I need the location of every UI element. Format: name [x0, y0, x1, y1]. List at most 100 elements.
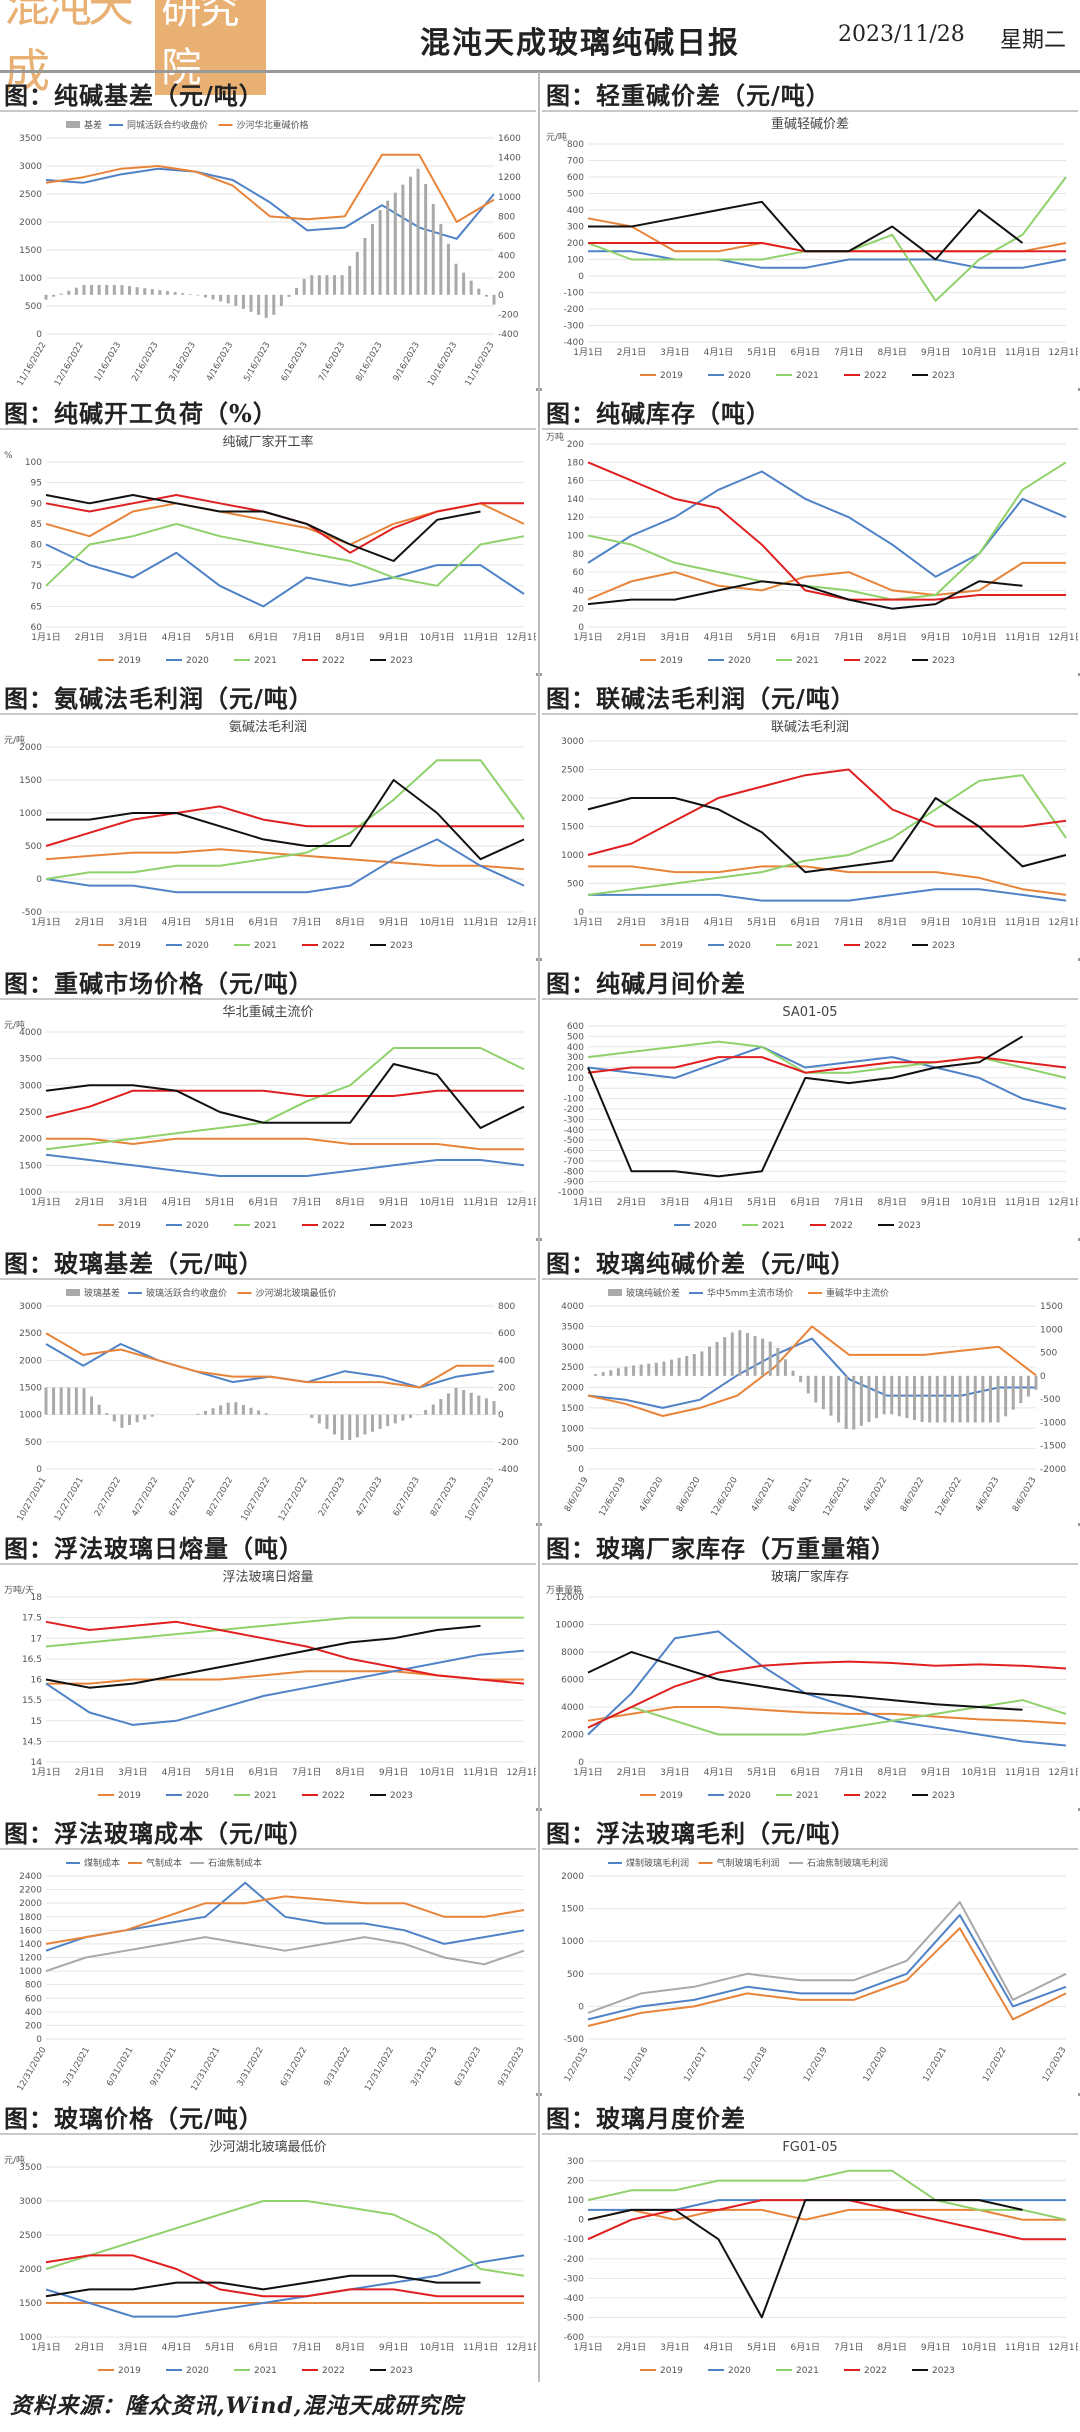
y-tick-label: 180 — [567, 458, 584, 468]
bar-mark — [158, 290, 162, 295]
bar-mark — [226, 1402, 230, 1415]
section-title: 图：浮法玻璃毛利（元/吨） — [546, 1819, 856, 1848]
bar-mark — [424, 184, 428, 295]
bar-mark — [52, 1387, 56, 1415]
legend-label: 2023 — [932, 371, 955, 381]
x-tick-label: 3月1日 — [118, 1767, 147, 1778]
x-tick-label: 1/2/2018 — [742, 2046, 770, 2084]
y-tick-label: 1400 — [19, 1940, 42, 1950]
bar-mark — [814, 1375, 818, 1403]
chart-title: SA01-05 — [782, 1005, 837, 1020]
legend-label: 2020 — [186, 656, 209, 666]
x-tick-label: 2/16/2023 — [130, 341, 160, 384]
x-tick-label: 11月1日 — [463, 632, 498, 643]
section-title: 图：玻璃厂家库存（万重量箱） — [546, 1534, 896, 1563]
legend-label: 玻璃活跃合约收盘价 — [146, 1287, 227, 1299]
section-title: 图：浮法玻璃成本（元/吨） — [4, 1819, 314, 1848]
y-tick-label: 200 — [567, 2177, 584, 2187]
chart-title: 重碱轻碱价差 — [771, 116, 849, 132]
y-tick-label: 1000 — [19, 274, 42, 284]
x-tick-label: 7/16/2023 — [317, 341, 347, 384]
y-tick-label: -1000 — [558, 1188, 584, 1198]
chart-panel: 联碱法毛利润 3000 2500 2000 1500 1000 500 0 1月1日 2月1日 3月… — [542, 713, 1078, 962]
legend-label: 2021 — [796, 1791, 819, 1801]
bar-mark — [44, 1387, 48, 1415]
row-divider — [0, 1238, 1080, 1241]
bar-mark — [135, 1414, 139, 1423]
legend-label: 2023 — [390, 656, 413, 666]
bar-mark — [340, 275, 344, 295]
legend-label: 2022 — [864, 2366, 887, 2376]
x-tick-label: 9月1日 — [379, 2342, 408, 2353]
x-tick-label: 10月1日 — [419, 917, 454, 928]
x-tick-label: 7月1日 — [834, 632, 863, 643]
x-tick-label: 10月1日 — [419, 2342, 454, 2353]
y-tick-label: 500 — [25, 1438, 42, 1448]
bar-mark — [317, 1414, 321, 1424]
y-tick-label: -100 — [564, 2235, 585, 2245]
y-tick-label: 3000 — [19, 1302, 42, 1312]
x-tick-label: 4/6/2023 — [974, 1476, 1002, 1514]
bar-mark — [120, 285, 124, 295]
y-tick-label: 160 — [567, 477, 584, 487]
x-tick-label: 8月1日 — [877, 632, 906, 643]
x-tick-label: 12/6/2019 — [597, 1476, 627, 1519]
x-tick-label: 10月1日 — [961, 917, 996, 928]
x-tick-label: 3月1日 — [660, 347, 689, 358]
bar-mark — [317, 275, 321, 295]
bar-mark — [837, 1375, 841, 1423]
bar-mark — [905, 1375, 909, 1419]
legend-label: 2020 — [728, 1791, 751, 1801]
chart-title: 沙河湖北玻璃最低价 — [209, 2140, 326, 2155]
bar-mark — [188, 294, 192, 295]
y-tick-label: 2500 — [561, 1363, 584, 1373]
legend-label: 2023 — [932, 1791, 955, 1801]
legend-label: 2021 — [254, 1221, 277, 1231]
report-header: 混沌天成 研究院 混沌天成玻璃纯碱日报 2023/11/28 星期二 — [0, 0, 1080, 98]
y-tick-label: 1500 — [19, 2299, 42, 2309]
legend-label: 2021 — [254, 941, 277, 951]
bar-mark — [143, 288, 147, 295]
y-tick-label: 3000 — [561, 1343, 584, 1353]
bar-mark — [700, 1351, 704, 1376]
y-tick-label: 12000 — [555, 1593, 584, 1603]
y-tick-label: 14 — [31, 1758, 43, 1768]
y-tick-label: 600 — [567, 1022, 584, 1032]
y-tick-label: 0 — [578, 1084, 584, 1094]
x-tick-label: 4/27/2022 — [130, 1476, 160, 1519]
y-tick-label: 3000 — [19, 162, 42, 172]
x-tick-label: 1/2/2015 — [563, 2046, 591, 2084]
series-line — [45, 1624, 481, 1689]
y-tick-label: 75 — [31, 561, 42, 571]
y-tick-label: -200 — [564, 2255, 585, 2265]
section-title: 图：玻璃基差（元/吨） — [4, 1249, 264, 1278]
x-tick-label: 10月1日 — [961, 632, 996, 643]
x-tick-label: 6月1日 — [791, 347, 820, 358]
series-line — [587, 774, 1067, 896]
bar-mark — [462, 1390, 466, 1415]
legend-label: 重碱华中主流价 — [826, 1287, 889, 1299]
y-tick-label: 90 — [31, 499, 43, 509]
y-tick-label: 15.5 — [22, 1696, 42, 1706]
bar-mark — [287, 294, 291, 297]
x-tick-label: 8月1日 — [877, 917, 906, 928]
x-tick-label: 1月1日 — [573, 1767, 602, 1778]
y-tick-label: 400 — [567, 206, 584, 216]
section-title: 图：重碱市场价格（元/吨） — [4, 969, 314, 998]
bar-mark — [439, 223, 443, 295]
legend-label: 2019 — [660, 1791, 683, 1801]
bar-mark — [791, 1370, 795, 1376]
y-tick-label: 500 — [567, 190, 584, 200]
bar-mark — [348, 1414, 352, 1440]
x-tick-label: 1月1日 — [573, 347, 602, 358]
bar-mark — [890, 1375, 894, 1415]
legend-label: 2021 — [254, 2366, 277, 2376]
chart-panel: 纯碱厂家开工率% 100 95 90 85 80 75 70 65 60 1月1日 2月1日 3月1日 4… — [0, 428, 536, 677]
x-tick-label: 4/6/2020 — [638, 1476, 666, 1514]
y-tick-label: 0 — [578, 1758, 584, 1768]
